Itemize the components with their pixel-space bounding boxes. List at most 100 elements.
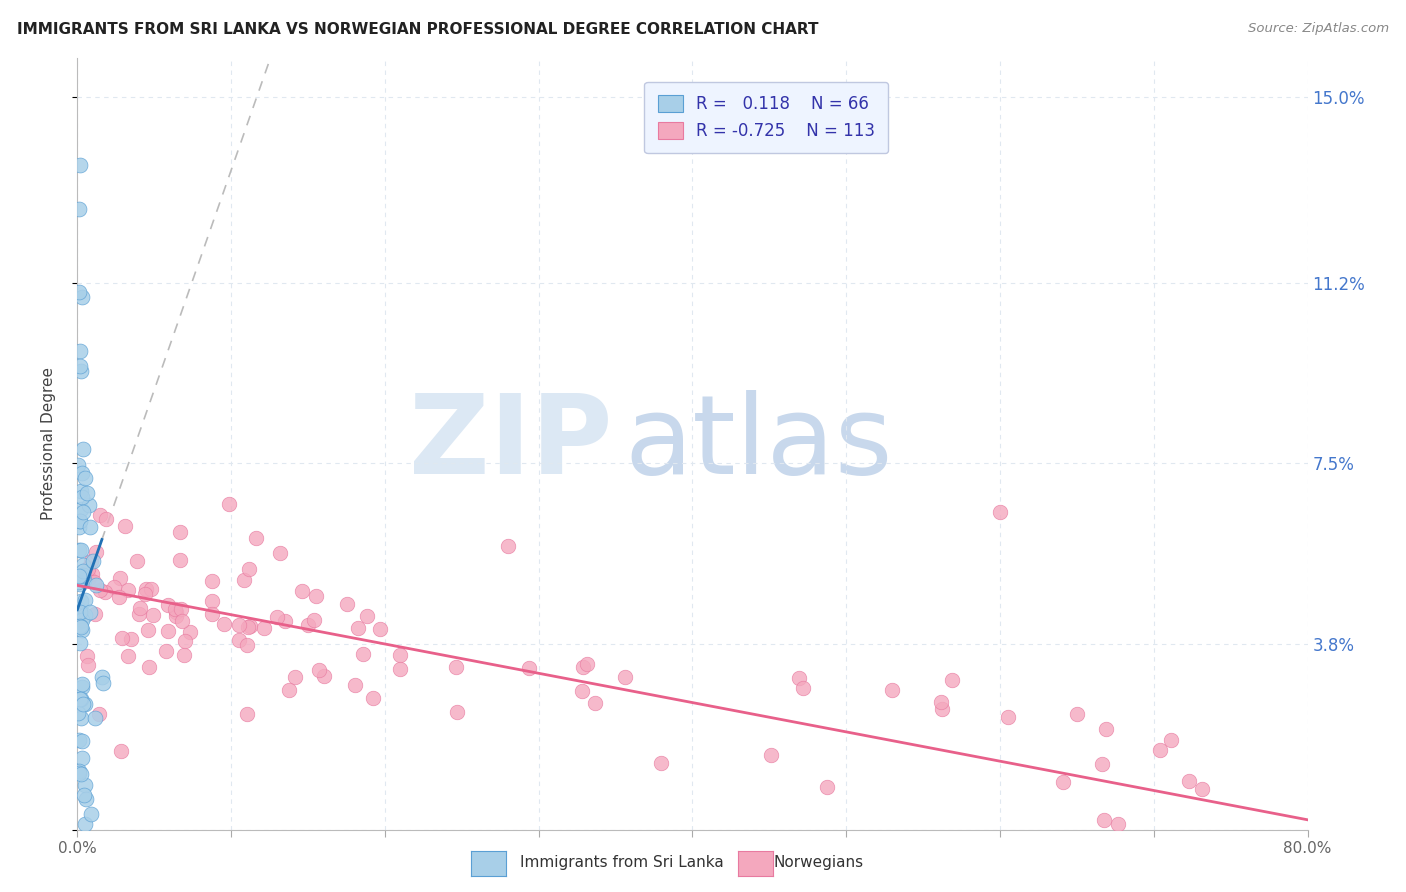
Point: [73, 778, 96, 792]
Point: [72, 608, 94, 623]
Point: [170, 602, 193, 616]
Point: [236, 706, 259, 721]
Point: [70, 613, 93, 627]
Point: [69, 343, 91, 358]
Point: [83, 575, 105, 590]
Point: [135, 582, 157, 596]
Point: [87, 706, 110, 721]
Point: [80, 567, 103, 582]
Point: [67, 542, 90, 557]
Point: [72, 505, 94, 519]
Point: [72, 558, 94, 572]
Point: [108, 590, 131, 604]
Point: [815, 780, 838, 794]
Point: [141, 608, 163, 623]
Point: [368, 622, 391, 636]
Point: [1178, 774, 1201, 789]
Point: [997, 710, 1019, 724]
Point: [69, 514, 91, 528]
Point: [172, 615, 194, 629]
Point: [1091, 757, 1114, 772]
Point: [80, 806, 103, 821]
Point: [67, 764, 90, 779]
Point: [931, 701, 953, 715]
Point: [80, 554, 103, 568]
Point: [76, 561, 98, 575]
Point: [343, 678, 366, 692]
Point: [83, 607, 105, 622]
Point: [239, 619, 262, 633]
Point: [70, 734, 93, 748]
Point: [136, 624, 159, 638]
Point: [72, 565, 94, 579]
Point: [72, 567, 94, 582]
Point: [138, 660, 160, 674]
Point: [389, 648, 412, 662]
Point: [66, 706, 89, 720]
Point: [67, 458, 90, 472]
Point: [103, 580, 125, 594]
Point: [169, 552, 191, 566]
Point: [75, 697, 97, 711]
Point: [111, 631, 134, 645]
Text: IMMIGRANTS FROM SRI LANKA VS NORWEGIAN PROFESSIONAL DEGREE CORRELATION CHART: IMMIGRANTS FROM SRI LANKA VS NORWEGIAN P…: [17, 22, 818, 37]
Point: [245, 531, 267, 545]
Point: [79, 520, 101, 534]
Point: [356, 609, 378, 624]
Point: [69, 543, 91, 558]
Point: [787, 671, 810, 685]
Point: [75, 607, 97, 622]
Point: [67, 569, 90, 583]
Point: [72, 697, 94, 711]
Point: [291, 584, 314, 599]
Point: [84, 711, 107, 725]
Point: [363, 690, 385, 705]
Point: [571, 684, 593, 698]
Point: [67, 285, 90, 300]
Point: [120, 632, 142, 646]
Point: [173, 648, 195, 663]
Point: [156, 624, 179, 638]
Point: [212, 617, 235, 632]
Point: [201, 574, 224, 588]
Point: [284, 670, 307, 684]
Point: [129, 601, 152, 615]
Point: [228, 633, 250, 648]
Point: [70, 363, 93, 377]
Point: [169, 524, 191, 539]
Text: Source: ZipAtlas.com: Source: ZipAtlas.com: [1249, 22, 1389, 36]
Point: [70, 502, 93, 516]
Point: [304, 613, 326, 627]
Point: [297, 617, 319, 632]
Point: [69, 569, 91, 583]
Point: [232, 573, 254, 587]
Point: [446, 705, 468, 719]
Point: [69, 619, 91, 633]
Point: [73, 471, 96, 485]
Point: [759, 747, 782, 762]
Point: [75, 792, 97, 806]
Point: [1052, 775, 1074, 789]
Point: [70, 677, 93, 691]
Point: [79, 571, 101, 585]
Point: [117, 648, 139, 663]
Point: [614, 671, 637, 685]
Point: [67, 615, 90, 629]
Point: [274, 615, 297, 629]
Point: [69, 483, 91, 498]
Point: [76, 485, 98, 500]
Point: [110, 744, 132, 758]
Point: [792, 681, 814, 695]
Point: [114, 519, 136, 533]
Point: [305, 590, 328, 604]
Point: [1107, 817, 1129, 831]
Point: [446, 660, 468, 674]
Point: [77, 562, 100, 576]
Point: [84, 545, 107, 559]
Point: [82, 554, 104, 568]
Point: [72, 788, 94, 802]
Point: [69, 711, 91, 725]
Text: ZIP: ZIP: [409, 391, 613, 497]
Point: [69, 692, 91, 706]
Point: [165, 609, 187, 624]
